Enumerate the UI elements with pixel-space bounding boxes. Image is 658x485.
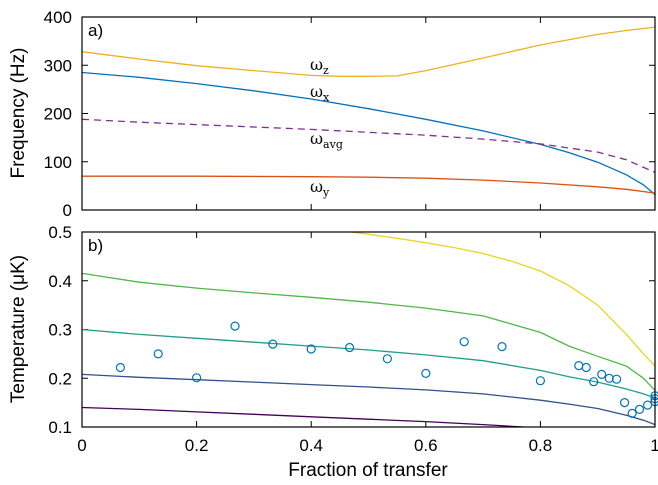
panel-a-ytick-label: 100: [44, 153, 72, 172]
data-point: [642, 400, 653, 410]
panel-b-ylabel: Temperature (μK): [8, 255, 29, 403]
panel-a-series-line-3: [82, 175, 656, 194]
label-omega-z: ωz: [310, 55, 329, 77]
panel-b-axes: [81, 231, 656, 428]
panel-b-ytick-label: 0.3: [48, 321, 72, 340]
data-point: [268, 339, 278, 349]
panel-b-xtick-label: 0.6: [414, 436, 438, 455]
data-point: [574, 361, 584, 371]
panel-b-ytick-label: 0.2: [48, 369, 72, 388]
panel-a-ytick-label: 0: [63, 201, 72, 220]
panel-b-series-line-4: [82, 406, 524, 427]
panel-b-ytick-label: 0.5: [48, 223, 72, 242]
panel-b-ytick-label: 0.1: [48, 418, 72, 437]
panel-b-series-line-3: [82, 373, 655, 426]
panel-a-series-line-2: [81, 118, 656, 173]
panel-a-ytick-label: 400: [44, 8, 72, 27]
data-point: [597, 369, 607, 379]
data-point: [459, 337, 469, 347]
data-point: [153, 349, 163, 359]
panel-a-series-line-0: [81, 26, 656, 77]
panel-b-xtick-label: 0.2: [185, 436, 209, 455]
data-point: [345, 342, 355, 353]
panel-b-xtick-label: 0.4: [299, 436, 323, 455]
panel-b-xtick-label: 1: [650, 436, 658, 455]
data-point: [115, 362, 126, 373]
data-point: [627, 408, 637, 418]
data-point: [589, 377, 599, 387]
data-point: [306, 344, 316, 354]
data-point: [634, 404, 645, 414]
data-point: [581, 362, 591, 373]
panel-b-series-line-0: [351, 232, 655, 367]
data-point: [230, 321, 240, 331]
data-point: [619, 398, 630, 408]
data-point: [535, 376, 546, 386]
panel-a-ytick-label: 300: [44, 56, 72, 75]
panel-a-ylabel: Frequency (Hz): [8, 48, 29, 179]
panel-a-tag: a): [88, 21, 103, 40]
label-omega-x: ωx: [310, 82, 330, 104]
panel-a-axes: [81, 16, 656, 211]
panel-b-series-line-1: [82, 272, 655, 391]
panel-b-xtick-label: 0.8: [529, 436, 553, 455]
label-omega-avg: ωavg: [310, 129, 343, 151]
data-point: [192, 373, 202, 383]
data-point: [497, 342, 507, 352]
panel-b-tag: b): [88, 236, 103, 255]
data-point: [421, 368, 431, 378]
data-point: [611, 374, 622, 384]
panel-b-ytick-label: 0.4: [48, 272, 72, 291]
panel-b-temperature: 0 0.2 0.4 0.6 0.8 1 0.1 0.2 0.3 0.4 0.5 b) Tempera…: [8, 223, 658, 481]
panel-b-series-line-2: [82, 328, 655, 399]
data-point: [382, 354, 392, 364]
label-omega-y: ωy: [310, 177, 330, 199]
x-axis-label: Fraction of transfer: [288, 460, 448, 481]
panel-a-series-line-1: [81, 71, 656, 196]
data-point: [604, 373, 614, 383]
panel-a-frequency: 0 100 200 300 400 ωz ωx ωavg ωy a) Frequency…: [8, 8, 656, 220]
panel-b-xtick-label: 0: [77, 436, 86, 455]
panel-a-ytick-label: 200: [44, 105, 72, 124]
